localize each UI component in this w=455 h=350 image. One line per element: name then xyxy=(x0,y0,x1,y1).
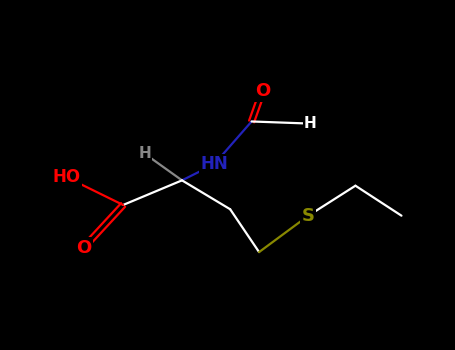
Text: HN: HN xyxy=(200,155,228,173)
Text: H: H xyxy=(304,116,317,131)
Text: O: O xyxy=(76,239,91,257)
Text: H: H xyxy=(138,146,151,161)
Text: HO: HO xyxy=(52,168,81,186)
Text: O: O xyxy=(255,83,270,100)
Text: S: S xyxy=(302,207,315,225)
